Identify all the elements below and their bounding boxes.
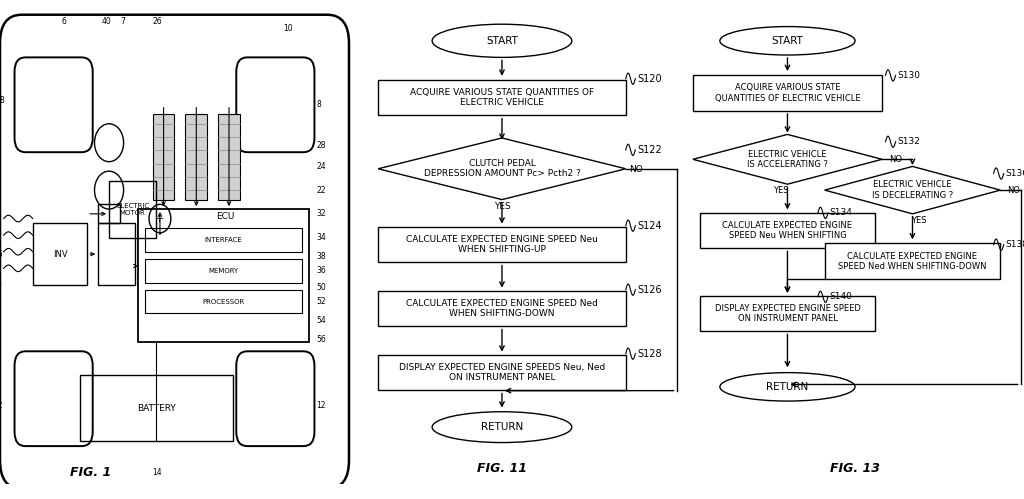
Text: ELECTRIC
MOTOR: ELECTRIC MOTOR xyxy=(116,203,150,216)
Ellipse shape xyxy=(432,24,571,57)
Text: 40: 40 xyxy=(101,17,112,26)
FancyBboxPatch shape xyxy=(699,295,876,331)
Text: 12: 12 xyxy=(0,401,2,410)
Text: 6: 6 xyxy=(61,17,67,26)
Polygon shape xyxy=(824,167,1000,214)
Text: 54: 54 xyxy=(316,316,326,325)
Text: 8: 8 xyxy=(316,100,321,109)
Text: YES: YES xyxy=(494,202,510,211)
Text: 60: 60 xyxy=(0,280,2,289)
Text: CALCULATE EXPECTED ENGINE SPEED Ned
WHEN SHIFTING-DOWN: CALCULATE EXPECTED ENGINE SPEED Ned WHEN… xyxy=(407,299,598,318)
Text: 36: 36 xyxy=(316,266,326,275)
Ellipse shape xyxy=(720,373,855,401)
Text: FIG. 11: FIG. 11 xyxy=(477,462,527,475)
Text: DISPLAY EXPECTED ENGINE SPEED
ON INSTRUMENT PANEL: DISPLAY EXPECTED ENGINE SPEED ON INSTRUM… xyxy=(715,304,860,323)
Text: CALCULATE EXPECTED ENGINE
SPEED Ned WHEN SHIFTING-DOWN: CALCULATE EXPECTED ENGINE SPEED Ned WHEN… xyxy=(839,251,987,271)
Text: 8: 8 xyxy=(0,95,5,105)
Text: START: START xyxy=(771,36,804,46)
Text: 34: 34 xyxy=(316,233,326,242)
FancyBboxPatch shape xyxy=(378,291,626,326)
Text: 16: 16 xyxy=(0,250,2,258)
Text: NO: NO xyxy=(629,165,643,174)
Text: ACQUIRE VARIOUS STATE
QUANTITIES OF ELECTRIC VEHICLE: ACQUIRE VARIOUS STATE QUANTITIES OF ELEC… xyxy=(715,83,860,103)
Text: 10: 10 xyxy=(284,24,293,33)
Text: PROCESSOR: PROCESSOR xyxy=(203,298,245,304)
Text: BATTERY: BATTERY xyxy=(137,404,176,413)
Ellipse shape xyxy=(720,26,855,55)
Text: INTERFACE: INTERFACE xyxy=(205,237,243,243)
Text: 12: 12 xyxy=(316,401,326,410)
Polygon shape xyxy=(378,138,626,200)
FancyBboxPatch shape xyxy=(693,75,882,111)
Text: S132: S132 xyxy=(897,137,921,146)
Text: 24: 24 xyxy=(316,162,326,171)
Text: S138: S138 xyxy=(1006,240,1024,249)
Text: S128: S128 xyxy=(637,349,662,359)
Text: INV: INV xyxy=(52,250,68,258)
FancyBboxPatch shape xyxy=(699,213,876,248)
Text: FIG. 13: FIG. 13 xyxy=(830,462,880,475)
Text: 56: 56 xyxy=(316,335,326,344)
Text: ECU: ECU xyxy=(216,212,234,221)
Text: 7: 7 xyxy=(120,17,125,26)
Text: 32: 32 xyxy=(316,209,326,219)
Text: YES: YES xyxy=(773,186,788,195)
Text: RETURN: RETURN xyxy=(766,382,809,392)
Text: RETURN: RETURN xyxy=(481,422,523,432)
Text: NO: NO xyxy=(1008,186,1020,195)
Text: YES: YES xyxy=(911,216,927,225)
Text: S134: S134 xyxy=(829,209,853,218)
Text: 28: 28 xyxy=(316,141,326,150)
FancyBboxPatch shape xyxy=(185,114,207,200)
Text: S136: S136 xyxy=(1006,169,1024,178)
Text: 14: 14 xyxy=(153,468,162,477)
Text: ACQUIRE VARIOUS STATE QUANTITIES OF
ELECTRIC VEHICLE: ACQUIRE VARIOUS STATE QUANTITIES OF ELEC… xyxy=(410,88,594,107)
FancyBboxPatch shape xyxy=(218,114,240,200)
Text: +: + xyxy=(156,214,165,224)
Text: S140: S140 xyxy=(829,292,853,301)
FancyBboxPatch shape xyxy=(378,355,626,390)
Text: S120: S120 xyxy=(637,74,662,84)
Text: 38: 38 xyxy=(316,252,326,261)
FancyBboxPatch shape xyxy=(824,244,1000,279)
Text: S126: S126 xyxy=(637,284,662,295)
Text: ELECTRIC VEHICLE
IS DECELERATING ?: ELECTRIC VEHICLE IS DECELERATING ? xyxy=(871,181,953,200)
Text: CALCULATE EXPECTED ENGINE SPEED Neu
WHEN SHIFTING-UP: CALCULATE EXPECTED ENGINE SPEED Neu WHEN… xyxy=(407,235,598,254)
Text: 52: 52 xyxy=(316,297,326,306)
Text: START: START xyxy=(486,36,518,46)
Text: ELECTRIC VEHICLE
IS ACCELERATING ?: ELECTRIC VEHICLE IS ACCELERATING ? xyxy=(746,150,828,169)
FancyBboxPatch shape xyxy=(153,114,174,200)
Text: DISPLAY EXPECTED ENGINE SPEEDS Neu, Ned
ON INSTRUMENT PANEL: DISPLAY EXPECTED ENGINE SPEEDS Neu, Ned … xyxy=(398,363,605,382)
Text: 50: 50 xyxy=(316,283,326,292)
Ellipse shape xyxy=(432,412,571,443)
Text: S122: S122 xyxy=(637,145,662,155)
FancyBboxPatch shape xyxy=(378,80,626,115)
Text: S130: S130 xyxy=(897,71,921,80)
Text: CLUTCH PEDAL
DEPRESSION AMOUNT Pc> Pcth2 ?: CLUTCH PEDAL DEPRESSION AMOUNT Pc> Pcth2… xyxy=(424,159,581,179)
Text: FIG. 1: FIG. 1 xyxy=(71,466,112,479)
Text: CALCULATE EXPECTED ENGINE
SPEED Neu WHEN SHIFTING: CALCULATE EXPECTED ENGINE SPEED Neu WHEN… xyxy=(723,221,852,240)
FancyBboxPatch shape xyxy=(378,227,626,262)
Polygon shape xyxy=(693,134,882,184)
Text: MEMORY: MEMORY xyxy=(209,267,239,274)
Text: 26: 26 xyxy=(153,17,162,26)
Text: 22: 22 xyxy=(316,186,326,195)
Text: S124: S124 xyxy=(637,221,662,231)
Text: NO: NO xyxy=(889,155,902,164)
Circle shape xyxy=(150,205,171,233)
